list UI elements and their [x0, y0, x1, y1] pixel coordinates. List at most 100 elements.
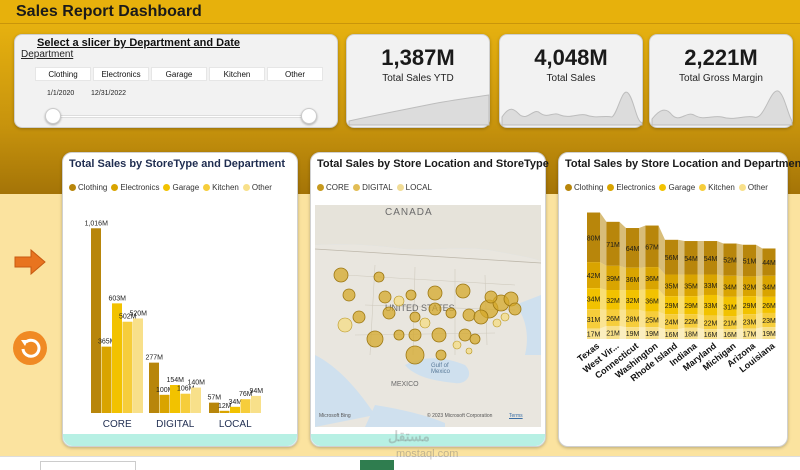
legend-label: Kitchen [708, 183, 735, 192]
ribbon-segment-electronics[interactable] [762, 275, 776, 297]
ribbon-segment-other[interactable] [723, 329, 737, 339]
ribbon-segment-garage[interactable] [743, 296, 756, 315]
map-view[interactable]: CANADA UNITED STATES MEXICO Gulf of Mexi… [315, 205, 541, 427]
legend-item[interactable]: DIGITAL [353, 183, 393, 192]
dept-button-clothing[interactable]: Clothing [35, 67, 91, 81]
ribbon-segment-other[interactable] [587, 328, 600, 339]
bar-local-garage[interactable] [230, 406, 240, 413]
ribbon-segment-electronics[interactable] [723, 275, 737, 297]
bar-digital-electronics[interactable] [159, 394, 170, 413]
legend-item[interactable]: Electronics [111, 183, 159, 192]
ribbon-segment-garage[interactable] [645, 289, 659, 312]
ribbon-segment-electronics[interactable] [645, 267, 659, 290]
ribbon-segment-kitchen[interactable] [665, 314, 678, 330]
legend-item[interactable]: Kitchen [203, 183, 239, 192]
ribbon-segment-kitchen[interactable] [723, 316, 737, 330]
legend-item[interactable]: Electronics [607, 183, 655, 192]
date-slider-end-handle[interactable] [301, 108, 317, 124]
legend-label: Other [747, 183, 768, 192]
ribbon-segment-clothing[interactable] [723, 243, 737, 276]
ribbon-segment-clothing[interactable] [665, 239, 678, 275]
ribbon-segment-other[interactable] [762, 327, 776, 339]
ribbon-segment-garage[interactable] [626, 290, 639, 310]
bar-core-electronics[interactable] [101, 346, 112, 413]
ribbon-segment-electronics[interactable] [684, 274, 698, 297]
dept-button-garage[interactable]: Garage [151, 67, 207, 81]
dept-button-kitchen[interactable]: Kitchen [209, 67, 265, 81]
bar-local-electronics[interactable] [219, 410, 230, 413]
ribbon-segment-garage[interactable] [723, 296, 737, 317]
active-page-tab[interactable] [360, 460, 394, 470]
bar-core-other[interactable] [133, 318, 143, 413]
ribbon-segment-electronics[interactable] [665, 274, 678, 297]
ribbon-segment-garage[interactable] [684, 296, 698, 315]
ribbon-segment-electronics[interactable] [587, 262, 600, 289]
ribbon-segment-clothing[interactable] [684, 241, 698, 275]
ribbon-segment-clothing[interactable] [743, 244, 756, 277]
ribbon-segment-garage[interactable] [606, 290, 620, 310]
ribbon-clothing [678, 239, 685, 275]
ribbon-segment-kitchen[interactable] [684, 314, 698, 328]
legend-item[interactable]: LOCAL [396, 183, 432, 192]
ribbon-segment-electronics[interactable] [626, 267, 639, 291]
map-terms-link[interactable]: Terms [509, 413, 523, 419]
ribbon-segment-clothing[interactable] [762, 248, 776, 276]
ribbon-segment-other[interactable] [704, 329, 717, 339]
ribbon-segment-kitchen[interactable] [704, 315, 717, 330]
bar-core-garage[interactable] [112, 303, 122, 413]
ribbon-segment-clothing[interactable] [645, 225, 659, 268]
ribbon-segment-kitchen[interactable] [645, 311, 659, 328]
ribbon-data-label: 36M [626, 277, 640, 284]
ribbon-segment-other[interactable] [743, 328, 756, 339]
dept-button-electronics[interactable]: Electronics [93, 67, 149, 81]
bar-data-label: 365M [98, 339, 116, 346]
ribbon-segment-electronics[interactable] [743, 276, 756, 297]
ribbon-segment-electronics[interactable] [606, 265, 620, 291]
bar-digital-garage[interactable] [170, 385, 180, 413]
legend-item[interactable]: Other [738, 183, 768, 192]
ribbon-segment-clothing[interactable] [626, 228, 639, 268]
bar-digital-kitchen[interactable] [180, 393, 191, 413]
ribbon-segment-electronics[interactable] [704, 274, 717, 295]
legend-item[interactable]: Other [242, 183, 272, 192]
ribbon-segment-kitchen[interactable] [762, 312, 776, 328]
ribbon-segment-garage[interactable] [704, 294, 717, 316]
ribbon-segment-clothing[interactable] [587, 212, 600, 263]
page-tab[interactable] [40, 461, 136, 470]
legend-item[interactable]: Kitchen [699, 183, 735, 192]
bar-local-kitchen[interactable] [240, 399, 251, 413]
ribbon-segment-clothing[interactable] [704, 241, 717, 275]
ribbon-segment-other[interactable] [645, 327, 659, 339]
dept-button-other[interactable]: Other [267, 67, 323, 81]
legend-item[interactable]: Clothing [69, 183, 107, 192]
ribbon-segment-garage[interactable] [665, 296, 678, 315]
bar-digital-other[interactable] [191, 387, 201, 413]
legend-item[interactable]: Clothing [565, 183, 603, 192]
ribbon-segment-garage[interactable] [587, 288, 600, 310]
ribbon-segment-other[interactable] [626, 327, 639, 339]
ribbon-segment-clothing[interactable] [606, 221, 620, 266]
legend-item[interactable]: Garage [659, 183, 695, 192]
ribbon-data-label: 34M [762, 284, 776, 291]
date-slider-track[interactable] [51, 115, 309, 118]
bar-digital-clothing[interactable] [149, 362, 159, 413]
ribbon-segment-kitchen[interactable] [587, 309, 600, 329]
bar-local-other[interactable] [251, 395, 261, 413]
ribbon-segment-kitchen[interactable] [606, 309, 620, 326]
bar-core-kitchen[interactable] [122, 321, 133, 413]
legend-item[interactable]: CORE [317, 183, 349, 192]
ribbon-garage [717, 294, 724, 317]
ribbon-segment-kitchen[interactable] [626, 309, 639, 328]
ribbon-segment-kitchen[interactable] [743, 314, 756, 329]
ribbon-segment-other[interactable] [684, 327, 698, 339]
date-slider-start-handle[interactable] [45, 108, 61, 124]
ribbon-segment-other[interactable] [606, 325, 620, 339]
bar-local-clothing[interactable] [209, 402, 219, 413]
legend-item[interactable]: Garage [163, 183, 199, 192]
next-page-arrow-icon[interactable] [13, 248, 47, 281]
ribbon-segment-other[interactable] [665, 329, 678, 339]
ribbon-garage [658, 289, 665, 315]
ribbon-segment-garage[interactable] [762, 296, 776, 313]
refresh-icon[interactable] [12, 330, 48, 371]
bar-core-clothing[interactable] [91, 228, 101, 413]
